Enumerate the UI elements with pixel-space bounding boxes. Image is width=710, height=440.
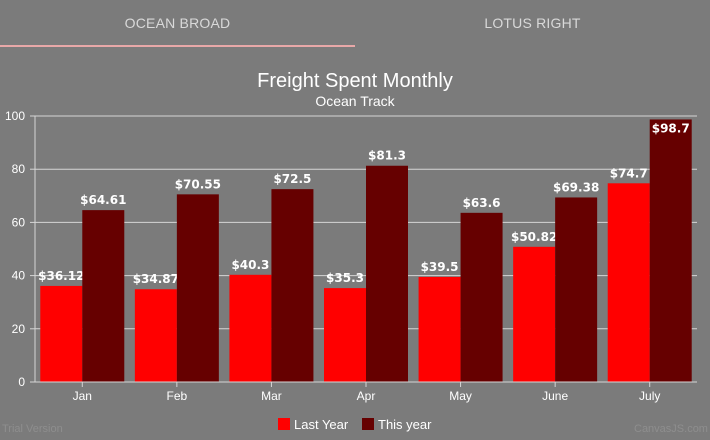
chart-title: Freight Spent Monthly [257, 70, 453, 92]
legend-label: This year [378, 417, 432, 432]
data-label: $64.61 [80, 193, 126, 207]
x-tick-label: Jan [73, 389, 92, 403]
y-tick-label: 80 [12, 162, 26, 176]
bar-last-year [607, 183, 650, 382]
x-axis: Jan Feb Mar Apr May June July [35, 381, 697, 403]
legend-swatch [362, 418, 374, 430]
bar-this-year [555, 197, 598, 382]
bar-last-year [513, 246, 556, 382]
bar-this-year [366, 165, 408, 382]
x-tick-label: May [449, 389, 472, 403]
data-label: $70.55 [175, 177, 221, 191]
y-tick-label: 100 [5, 109, 25, 123]
x-tick-label: Feb [167, 389, 188, 403]
data-label: $50.82 [511, 230, 557, 244]
data-label: $63.6 [463, 196, 501, 210]
y-tick-label: 60 [12, 215, 26, 229]
data-label: $36.12 [38, 269, 84, 283]
data-label: $69.38 [553, 180, 599, 194]
legend: Last Year This year [278, 417, 432, 432]
y-axis: 0 20 40 60 80 100 [5, 109, 36, 389]
active-tab-indicator [0, 45, 355, 47]
bar-last-year [324, 288, 366, 382]
bar-last-year [40, 285, 83, 382]
tab-bar: OCEAN BROAD LOTUS RIGHT [0, 0, 710, 48]
bar-this-year [649, 119, 692, 382]
bar-this-year [460, 212, 503, 382]
legend-swatch [278, 418, 290, 430]
data-label: $81.3 [368, 149, 406, 163]
y-tick-label: 40 [12, 269, 26, 283]
data-label: $34.87 [133, 272, 179, 286]
bar-this-year [176, 194, 219, 382]
y-tick-label: 20 [12, 322, 26, 336]
chart-subtitle: Ocean Track [315, 93, 395, 109]
x-tick-label: July [639, 389, 660, 403]
data-label: $35.3 [326, 271, 364, 285]
data-label: $40.3 [231, 258, 269, 272]
x-tick-label: Apr [357, 389, 376, 403]
bar-last-year [134, 289, 177, 382]
bars: $36.12 $64.61 $34.87 $70.55 $40.3 $72.5 $35.3 $… [38, 119, 692, 382]
tab-lotus-right[interactable]: LOTUS RIGHT [484, 15, 581, 31]
data-label: $39.5 [421, 260, 459, 274]
bar-this-year [271, 189, 314, 382]
data-label: $74.7 [610, 166, 648, 180]
x-tick-label: Mar [261, 389, 282, 403]
data-label: $98.7 [652, 121, 690, 135]
legend-label: Last Year [294, 417, 349, 432]
bar-last-year [229, 274, 272, 382]
bar-last-year [418, 276, 461, 382]
tab-ocean-broad[interactable]: OCEAN BROAD [124, 15, 231, 31]
x-tick-label: June [542, 389, 568, 403]
y-tick-label: 0 [18, 375, 25, 389]
trial-watermark: Trial Version [2, 423, 63, 435]
bar-this-year [82, 210, 125, 382]
credit-watermark: CanvasJS.com [634, 423, 708, 435]
data-label: $72.5 [273, 172, 311, 186]
